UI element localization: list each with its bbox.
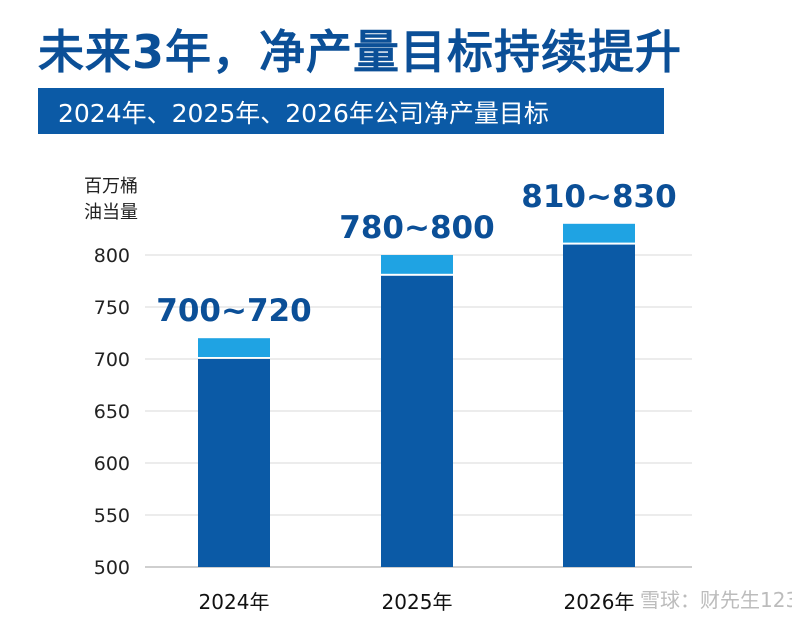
bar-range bbox=[198, 338, 270, 357]
subtitle-text: 2024年、2025年、2026年公司净产量目标 bbox=[58, 99, 549, 128]
x-tick-label: 2025年 bbox=[382, 590, 453, 614]
subtitle-banner bbox=[38, 88, 664, 134]
page-title: 未来3年，净产量目标持续提升 bbox=[38, 25, 683, 79]
y-tick-label: 500 bbox=[94, 557, 130, 579]
bar-range-label: 780~800 bbox=[339, 210, 494, 246]
y-tick-label: 700 bbox=[94, 349, 130, 371]
bar-base bbox=[198, 359, 270, 567]
y-tick-label: 650 bbox=[94, 401, 130, 423]
y-tick-label: 550 bbox=[94, 505, 130, 527]
bar-base bbox=[563, 244, 635, 567]
x-tick-label: 2024年 bbox=[199, 590, 270, 614]
bar-range bbox=[381, 255, 453, 274]
bar-base bbox=[381, 275, 453, 567]
bar-range bbox=[563, 223, 635, 243]
y-tick-label: 750 bbox=[94, 297, 130, 319]
bar-range-label: 700~720 bbox=[156, 293, 311, 329]
bar-range-label: 810~830 bbox=[521, 179, 676, 215]
y-axis-unit-line1: 百万桶 bbox=[84, 176, 138, 197]
x-tick-label: 2026年 bbox=[564, 590, 635, 614]
y-axis-unit-line2: 油当量 bbox=[84, 202, 138, 223]
watermark-text: 雪球：财先生123 bbox=[640, 588, 792, 612]
y-tick-label: 600 bbox=[94, 453, 130, 475]
y-tick-label: 800 bbox=[94, 245, 130, 267]
